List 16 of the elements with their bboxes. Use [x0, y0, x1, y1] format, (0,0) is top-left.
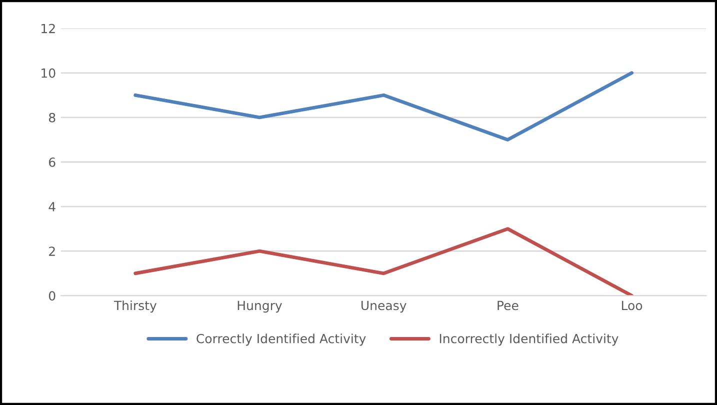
- y-tick-label: 4: [48, 202, 56, 212]
- x-tick-label: Hungry: [238, 300, 282, 313]
- y-tick-label: 0: [48, 291, 56, 301]
- legend-label: Incorrectly Identified Activity: [440, 334, 618, 346]
- y-tick-label: 10: [42, 68, 56, 78]
- x-tick-label: Thirsty: [114, 300, 157, 313]
- line-series: [134, 71, 634, 142]
- line-series: [134, 227, 634, 296]
- x-tick-label: Uneasy: [362, 300, 406, 313]
- y-tick-label: 8: [48, 112, 56, 122]
- x-tick-label: Loo: [622, 300, 642, 310]
- y-tick-label: 2: [49, 246, 55, 256]
- y-tick-label: 12: [42, 24, 55, 34]
- legend-label: Correctly Identified Activity: [196, 334, 366, 346]
- x-tick-label: Pee: [498, 300, 518, 310]
- y-tick-label: 6: [49, 157, 56, 167]
